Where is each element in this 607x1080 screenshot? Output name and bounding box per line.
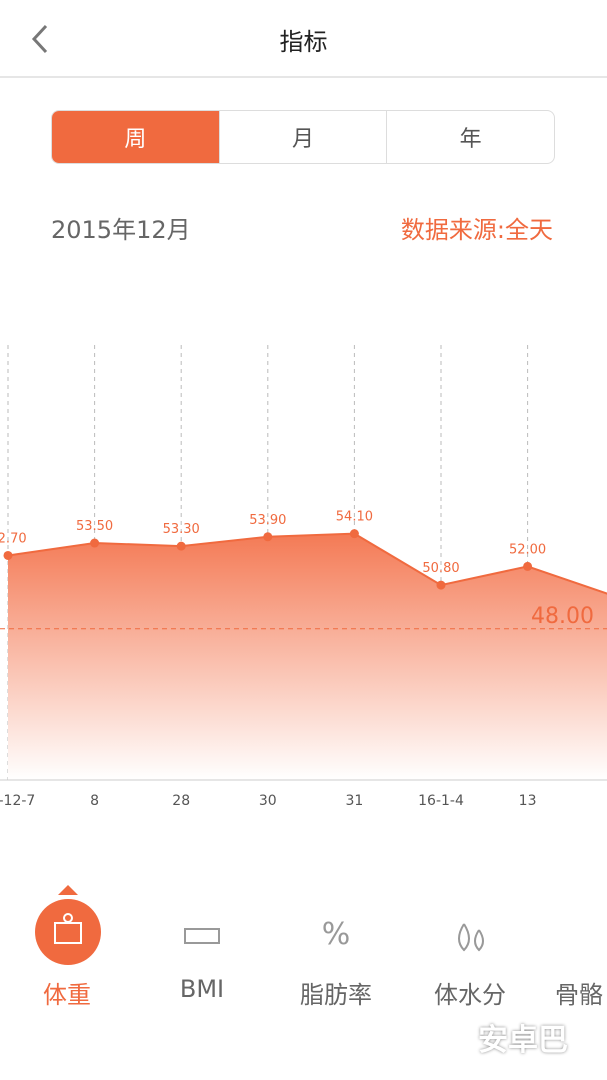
- point: [3, 550, 13, 560]
- nav-item[interactable]: BMI: [179, 975, 225, 1003]
- nav-item[interactable]: 骨骼: [555, 981, 603, 1009]
- back-button[interactable]: [28, 22, 52, 56]
- fat-icon[interactable]: %: [320, 920, 352, 954]
- point: [349, 529, 359, 539]
- bmi-icon[interactable]: [184, 925, 220, 947]
- value-label: 54.10: [336, 510, 373, 525]
- line: [7, 532, 607, 595]
- x-tick-label: 31: [345, 793, 363, 809]
- tab[interactable]: 月: [218, 111, 387, 163]
- value-label: 52.00: [509, 542, 546, 557]
- x-tick-label: 13: [519, 793, 537, 809]
- point: [523, 561, 533, 571]
- x-tick-label: 15-12-7: [0, 793, 35, 809]
- tab[interactable]: 年: [386, 111, 554, 163]
- tab[interactable]: 周: [52, 111, 219, 163]
- nav-item[interactable]: 体水分: [434, 981, 506, 1009]
- x-tick-label: 8: [90, 793, 99, 809]
- point: [263, 532, 273, 542]
- nav-item[interactable]: 体重: [43, 981, 91, 1009]
- target-label: 48.00: [531, 604, 594, 629]
- selected-icon[interactable]: [33, 885, 103, 965]
- period: 2015年12月: [51, 216, 191, 244]
- tab-bar: 周 月 年: [51, 110, 555, 164]
- x-tick-label: 16-1-4: [418, 793, 464, 809]
- point: [90, 538, 100, 548]
- nav-item[interactable]: 脂肪率: [300, 981, 372, 1009]
- chart: 15-12-7 8 28 30 31 16-1-4 13 52.70 53.50 53.30 53.…: [0, 345, 607, 809]
- value-label: 52.70: [0, 531, 27, 546]
- area: [8, 533, 607, 780]
- header: 指标: [0, 0, 607, 78]
- value-label: 53.90: [249, 513, 286, 528]
- x-tick-label: 28: [172, 793, 190, 809]
- data-source[interactable]: 数据来源:全天: [400, 216, 553, 244]
- watermark: 安卓巴: [478, 1023, 568, 1058]
- value-label: 53.30: [163, 522, 200, 537]
- point: [176, 541, 186, 551]
- point: [436, 580, 446, 590]
- page-title: 指标: [279, 28, 328, 56]
- value-label: 53.50: [76, 519, 113, 534]
- svg-text:%: %: [322, 920, 351, 952]
- x-tick-label: 30: [259, 793, 277, 809]
- water-icon[interactable]: [452, 920, 490, 954]
- value-label: 50.80: [422, 561, 459, 576]
